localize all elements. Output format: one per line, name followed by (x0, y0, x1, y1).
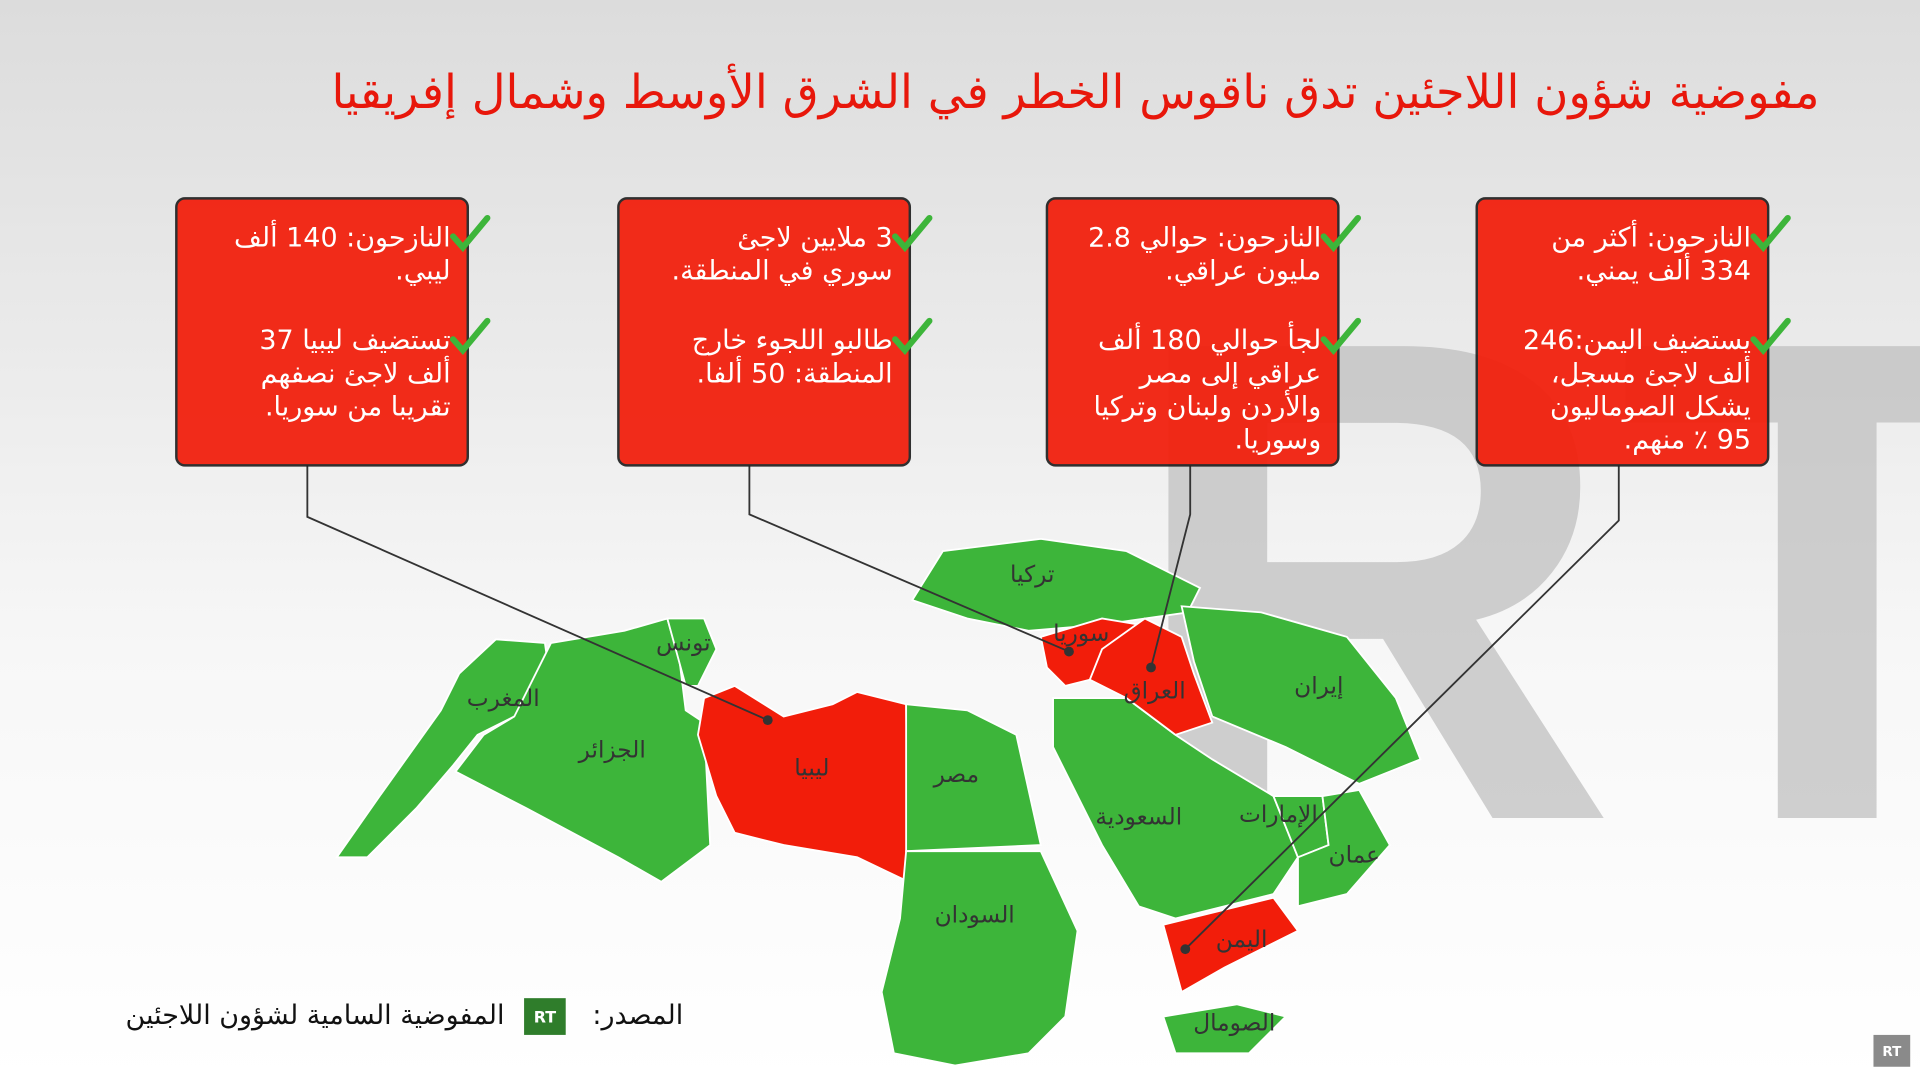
info-text: 334 ألف يمني. (1577, 251, 1751, 286)
country (905, 703, 1042, 853)
info-text: عراقي إلى مصر (1138, 358, 1322, 389)
info-text: مليون عراقي. (1165, 255, 1321, 286)
country (1180, 605, 1422, 785)
country-label: السودان (935, 902, 1015, 929)
info-text: المنطقة: 50 ألفا. (697, 354, 893, 389)
country (666, 617, 718, 687)
check-icon (1750, 214, 1791, 253)
corner-logo (1873, 1034, 1911, 1067)
info-text: طالبو اللجوء خارج (692, 325, 893, 356)
leader-line (306, 465, 769, 721)
info-box (617, 197, 912, 467)
info-text: لجأ حوالي 180 ألف (1098, 320, 1321, 356)
country (1162, 1003, 1288, 1055)
info-text: سوري في المنطقة. (672, 255, 893, 286)
country-label: تونس (656, 630, 711, 657)
rt-logo (524, 998, 566, 1035)
info-text: ألف لاجئ نصفهم (261, 354, 451, 389)
info-box (1475, 197, 1770, 467)
country-label: المغرب (467, 685, 540, 712)
corner-logo-text: RT (1882, 1044, 1902, 1060)
country (910, 537, 1202, 632)
leader-line (1184, 465, 1620, 950)
info-text: النازحون: حوالي 2.8 (1088, 222, 1321, 253)
info-text: تستضيف ليبيا 37 (259, 325, 450, 356)
info-text: وسوريا. (1234, 424, 1321, 455)
rt-logo-text: RT (534, 1007, 557, 1026)
info-text: ليبي. (395, 255, 450, 286)
info-box (175, 197, 469, 467)
info-text: النازحون: 140 ألف (234, 218, 451, 253)
check-icon (892, 317, 933, 355)
country-label: السعودية (1095, 804, 1182, 831)
country-label: مصر (933, 761, 979, 788)
check-icon (450, 317, 491, 355)
check-icon (1750, 317, 1791, 355)
country-label: إيران (1294, 673, 1343, 701)
marker (1146, 662, 1156, 673)
country-label: ليبيا (794, 755, 829, 782)
marker (762, 715, 773, 726)
source: المفوضية السامية لشؤون اللاجئين (126, 1000, 505, 1031)
marker (1064, 646, 1074, 657)
info-text: يشكل الصوماليون (1550, 391, 1751, 422)
check-icon (892, 214, 933, 253)
info-box (1045, 197, 1340, 467)
country (880, 850, 1079, 1067)
title: مفوضية شؤون اللاجئين تدق ناقوس الخطر في … (331, 63, 1819, 120)
country-label: الإمارات (1239, 801, 1318, 828)
country-label: اليمن (1216, 926, 1268, 953)
country-label: الصومال (1193, 1009, 1275, 1036)
country (1297, 788, 1391, 908)
info-text: 95 ٪ منهم. (1624, 424, 1751, 455)
map (334, 537, 1422, 1067)
country-label: الجزائر (578, 736, 646, 763)
info-text: النازحون: أكثر من (1551, 218, 1751, 253)
leader-line (748, 465, 1070, 653)
country (1162, 896, 1300, 994)
leader-line (1150, 465, 1192, 668)
markers (762, 646, 1191, 955)
info-text: 3 ملايين لاجئ (737, 222, 892, 253)
country (1088, 617, 1214, 736)
leader-lines (306, 465, 1620, 950)
country-label: عمان (1329, 842, 1380, 869)
info-text: ألف لاجئ مسجل، (1551, 354, 1751, 389)
info-text: يستضيف اليمن:246 (1523, 325, 1751, 356)
info-text: تقريبا من سوريا. (265, 391, 451, 422)
country-label: تركيا (1010, 561, 1054, 588)
info-text: والأردن ولبنان وتركيا (1093, 388, 1321, 422)
source-label: المصدر: (592, 1000, 683, 1031)
marker (1180, 944, 1191, 955)
check-icon (1320, 214, 1362, 253)
country-label: العراق (1124, 677, 1186, 704)
check-icon (450, 214, 491, 253)
check-icon (1320, 317, 1362, 355)
country-label: سوريا (1053, 620, 1109, 647)
